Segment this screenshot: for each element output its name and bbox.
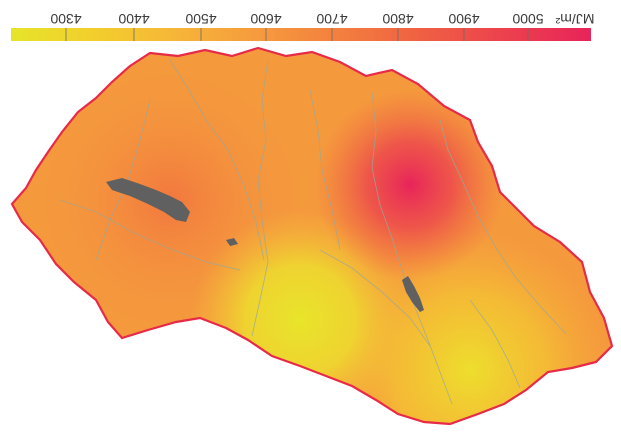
- large-reservoir: [106, 178, 190, 222]
- legend-tick-4700: 4700: [316, 11, 347, 27]
- legend-tick-4900: 4900: [448, 11, 479, 27]
- legend-tick-marks: [65, 28, 529, 41]
- elongated-lake: [402, 276, 424, 312]
- legend-tick-4500: 4500: [185, 11, 216, 27]
- legend-tick-4400: 4400: [118, 11, 149, 27]
- lakes: [106, 178, 424, 312]
- legend-tick-4600: 4600: [250, 11, 281, 27]
- legend-color-bar: [11, 28, 591, 41]
- legend-tick-4300: 4300: [50, 11, 81, 27]
- small-lake: [226, 238, 238, 246]
- legend-tick-5000: 5000: [512, 11, 543, 27]
- legend-tick-labels: 4300 4400 4500 4600 4700 4800 4900 5000 …: [50, 11, 594, 27]
- region-map: [10, 46, 614, 426]
- legend-gradient-bar: [11, 28, 591, 41]
- legend-unit-label: MJ/m²: [555, 11, 594, 27]
- legend-tick-4800: 4800: [382, 11, 413, 27]
